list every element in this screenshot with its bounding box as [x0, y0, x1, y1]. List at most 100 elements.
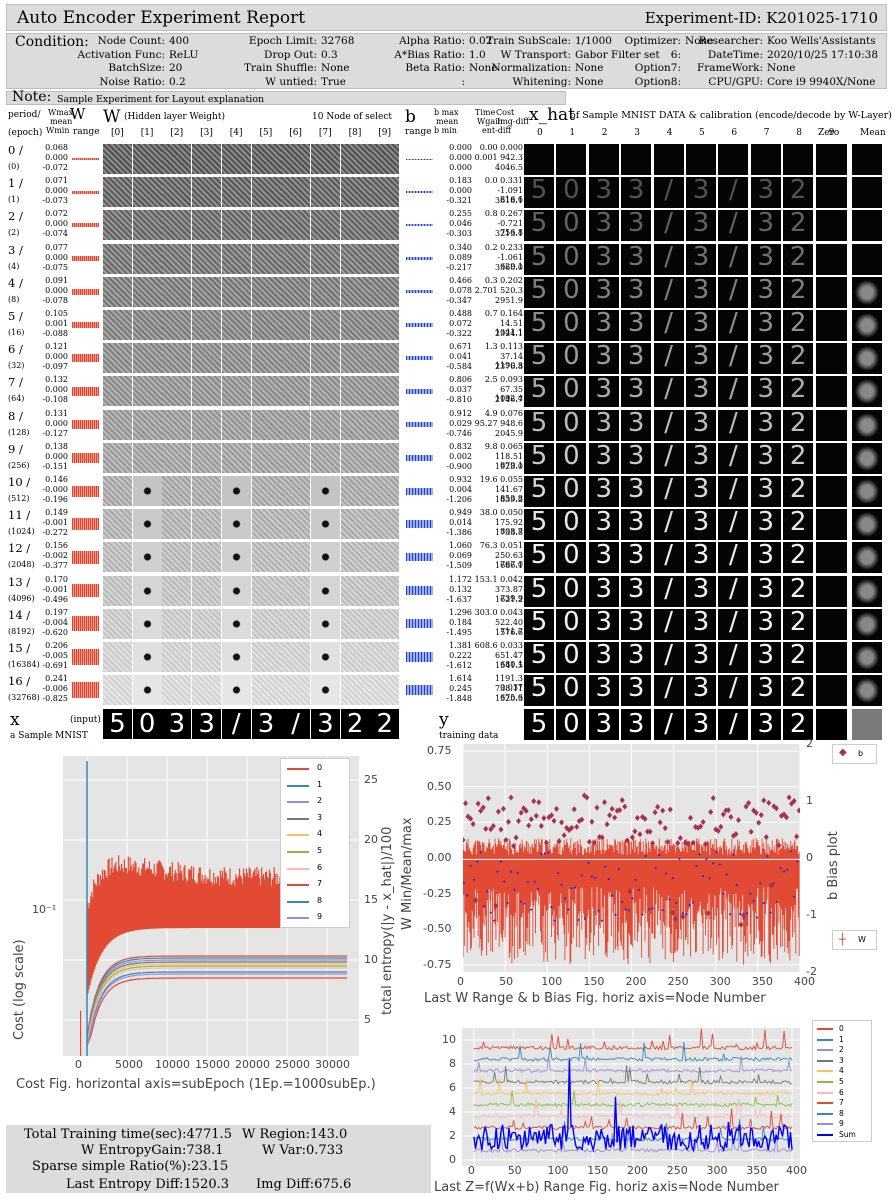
- b-bias-marker: [533, 812, 539, 819]
- row-w-value: 0.072: [45, 209, 68, 219]
- w-mean-dot: [611, 894, 614, 897]
- z-series-line: [473, 1077, 793, 1097]
- reconstruction-glyph: 3: [692, 474, 710, 504]
- reconstruction-tile: 3: [588, 574, 619, 607]
- reconstruction-glyph: 3: [627, 507, 645, 538]
- cost-legend-swatch: [287, 884, 309, 887]
- row-b-range-mark: [406, 586, 433, 595]
- reconstruction-glyph: /: [664, 374, 673, 405]
- row-w-value: -0.005: [42, 651, 68, 660]
- b-bias-marker: [596, 833, 602, 840]
- weight-tile: [370, 442, 400, 473]
- b-bias-marker: [473, 897, 479, 904]
- row-time-cost: 0.2 0.233: [484, 242, 523, 252]
- w-mean-dot: [557, 872, 560, 875]
- reconstruction-tile: 2: [783, 474, 814, 507]
- b-bias-marker: [498, 826, 504, 833]
- wrange-xtick: 200: [625, 975, 647, 988]
- cost-series-line: [86, 955, 347, 1037]
- b-bias-marker: [647, 828, 653, 835]
- reconstruction-tile: 3: [750, 441, 781, 474]
- note-panel: Note: Sample Experiment for Layout expla…: [6, 89, 566, 105]
- b-bias-marker: [746, 799, 752, 806]
- reconstruction-tile: 3: [686, 208, 716, 242]
- reconstruction-glyph: 3: [627, 474, 645, 504]
- row-b-range-mark: [406, 487, 433, 495]
- reconstruction-glyph: 0: [563, 573, 580, 604]
- row-b-value: 0.000: [449, 186, 472, 196]
- w-mean-dot: [560, 883, 563, 886]
- weight-tile: [281, 210, 311, 241]
- row-time-cost: 0.0 0.331: [484, 176, 523, 186]
- reconstruction-tile: [852, 343, 882, 375]
- weight-tile: [251, 276, 281, 307]
- z-ytick: 4: [449, 1105, 456, 1118]
- row-w-value: -0.001: [42, 518, 68, 528]
- condition-key: FrameWork:: [697, 62, 764, 74]
- row-period: 0 /: [8, 143, 23, 157]
- condition-key: DateTime:: [707, 48, 763, 61]
- summary-last-entropy: Last Entropy Diff:1520.3: [66, 1177, 230, 1192]
- b-bias-marker: [594, 804, 600, 811]
- reconstruction-tile: 3: [621, 341, 652, 375]
- reconstruction-glyph: 3: [692, 540, 710, 571]
- z-legend-swatch: [817, 1059, 833, 1062]
- row-w-value: 0.132: [45, 375, 68, 385]
- head-w-title: (Hidden layer Weight): [124, 112, 225, 122]
- reconstruction-glyph: 5: [530, 175, 548, 206]
- z-xtick: 300: [706, 1164, 728, 1177]
- reconstruction-tile: [817, 476, 847, 507]
- x-sub-label: a Sample MNIST: [10, 731, 88, 741]
- reconstruction-tile: [524, 144, 554, 175]
- weight-tile: [370, 210, 400, 241]
- summary-panel: Total Training time(sec):4771.5 W Region…: [6, 1125, 431, 1193]
- row-w-value: -0.001: [42, 584, 68, 594]
- z-xtick: 50: [507, 1164, 522, 1177]
- row-period: 15 /: [8, 641, 31, 655]
- z-legend-swatch: [817, 1123, 833, 1126]
- cost-series-line: [86, 961, 347, 1043]
- reconstruction-tile: 2: [783, 540, 814, 574]
- weight-tile: [310, 343, 340, 374]
- reconstruction-tile: /: [653, 308, 684, 341]
- z-legend-item: 3: [817, 1056, 869, 1066]
- weight-tile: [310, 575, 340, 606]
- reconstruction-glyph: 3: [627, 573, 645, 604]
- weight-tile: [340, 276, 370, 307]
- reconstruction-glyph: 3: [627, 308, 645, 338]
- input-digit-tile: 3: [310, 709, 340, 739]
- row-b-value: -0.584: [446, 362, 472, 372]
- row-period: 11 /: [8, 508, 31, 523]
- xhat-col-label: 7: [763, 128, 770, 138]
- row-b-range-mark: [406, 323, 433, 327]
- cost-y2tick: 5: [364, 1013, 371, 1026]
- row-wgain-imgdiff: 14.51 1341.1: [495, 319, 523, 337]
- row-b-value: 0.000: [449, 153, 472, 162]
- row-w-value: 0.105: [45, 309, 68, 318]
- weight-tile: [281, 409, 311, 440]
- weight-tile: [162, 243, 192, 274]
- weight-tile: [162, 542, 192, 573]
- w-mean-dot: [563, 897, 567, 900]
- z-legend-item: 0: [817, 1024, 869, 1034]
- reconstruction-tile: 0: [556, 275, 587, 308]
- b-bias-marker: [629, 834, 635, 841]
- reconstruction-glyph: 3: [757, 606, 775, 637]
- row-wgain-imgdiff: 95.27 948.6: [474, 418, 523, 428]
- z-xtick: 0: [467, 1164, 475, 1177]
- reconstruction-glyph: /: [664, 440, 673, 471]
- head-xhat-title: of Sample MNIST DATA & calibration (enco…: [570, 110, 892, 121]
- reconstruction-tile: /: [653, 341, 684, 375]
- row-b-value: -1.386: [446, 528, 472, 538]
- reconstruction-glyph: 5: [530, 308, 548, 338]
- wrange-xtick: 250: [667, 975, 689, 988]
- xhat-col-label: 1: [569, 128, 576, 138]
- reconstruction-tile: 3: [588, 308, 619, 341]
- row-time-cost: 608.6 0.033: [474, 641, 523, 650]
- w-mean-dot: [718, 863, 722, 866]
- reconstruction-tile: 3: [750, 574, 781, 607]
- head-b-big: b: [405, 107, 416, 127]
- weight-tile: [340, 310, 370, 340]
- b-bias-marker: [776, 842, 782, 849]
- reconstruction-tile: [621, 144, 652, 175]
